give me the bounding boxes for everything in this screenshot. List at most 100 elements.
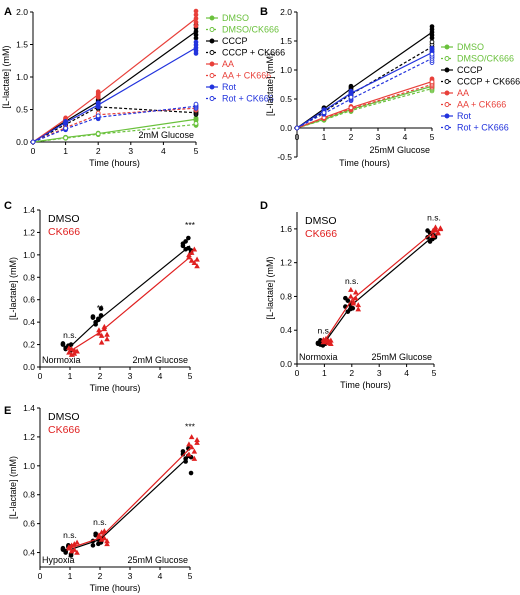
- y-tick-label: 1.0: [280, 65, 292, 75]
- x-tick-label: 0: [295, 368, 300, 378]
- y-tick-label: 1.4: [23, 403, 35, 413]
- legend-label: CK666: [305, 228, 337, 240]
- x-axis-label: Time (hours): [340, 380, 391, 390]
- data-point: [186, 441, 192, 447]
- panel-B: B 0 1 2 3 4 5 -0.5 0.0 0.5 1.0 1.5 2.0 Time (hours) [L…: [260, 6, 520, 168]
- data-point: [66, 545, 72, 551]
- data-point: [93, 531, 98, 537]
- x-tick-label: 2: [98, 371, 103, 381]
- y-tick-label: 0.4: [23, 317, 35, 327]
- y-tick-label: 1.2: [23, 432, 35, 442]
- data-point: [74, 539, 80, 545]
- series-line: [296, 85, 433, 129]
- data-point: [90, 315, 96, 320]
- x-axis-label: Time (hours): [89, 158, 140, 168]
- x-axis-label: Time (hours): [90, 383, 141, 393]
- condition-annotation: Normoxia: [299, 352, 338, 362]
- legend-label: DMSO/CK666: [222, 25, 279, 35]
- series-mean-line: [69, 245, 191, 348]
- y-tick-label: -0.5: [277, 152, 292, 162]
- series-line: [32, 47, 197, 143]
- data-point: [437, 225, 444, 231]
- legend-label: CCCP + CK666: [457, 77, 520, 87]
- data-point: [60, 341, 66, 346]
- series-line: [296, 31, 433, 129]
- x-tick-label: 1: [322, 368, 327, 378]
- y-tick-label: 1.0: [23, 461, 35, 471]
- data-point: [68, 351, 75, 357]
- panel-letter-E: E: [4, 405, 11, 417]
- glucose-annotation: 25mM Glucose: [369, 145, 430, 155]
- data-point: [343, 295, 348, 301]
- legend-swatch-marker: [444, 113, 450, 119]
- panel-letter-B: B: [260, 6, 268, 18]
- y-tick-label: 0.4: [280, 325, 292, 335]
- glucose-annotation: 25mM Glucose: [127, 555, 188, 565]
- data-point: [66, 345, 72, 351]
- legend-label: Rot: [222, 82, 237, 92]
- x-tick-label: 4: [403, 132, 408, 142]
- data-point: [71, 541, 78, 547]
- data-point: [96, 316, 101, 322]
- data-point: [98, 529, 105, 535]
- data-point: [429, 79, 435, 85]
- data-point: [96, 327, 102, 333]
- y-tick-label: 0.0: [23, 362, 35, 372]
- y-tick-label: 1.0: [16, 72, 28, 82]
- y-tick-label: 0.4: [23, 548, 35, 558]
- series-line: [32, 106, 197, 143]
- x-tick-label: 1: [68, 571, 73, 581]
- data-point: [60, 545, 66, 551]
- data-point: [96, 330, 102, 336]
- data-point: [355, 302, 362, 308]
- x-tick-label: 2: [96, 146, 101, 156]
- data-point: [101, 326, 108, 332]
- data-point: [194, 439, 200, 445]
- data-point: [98, 332, 105, 338]
- data-point: [348, 88, 354, 94]
- x-tick-label: 2: [349, 368, 354, 378]
- series-mean-line: [323, 230, 435, 342]
- legend-label: DMSO: [48, 411, 80, 423]
- series-line: [32, 105, 197, 143]
- legend-label: CK666: [48, 226, 80, 238]
- y-axis-label: [L-lactate] (mM): [265, 53, 275, 116]
- x-tick-label: 3: [128, 146, 133, 156]
- x-axis-label: Time (hours): [339, 158, 390, 168]
- legend-swatch-marker: [444, 79, 450, 84]
- y-tick-label: 0.8: [23, 272, 35, 282]
- legend-label: DMSO: [305, 215, 337, 227]
- data-point: [68, 548, 75, 554]
- data-point: [193, 121, 199, 126]
- x-tick-label: 3: [376, 132, 381, 142]
- series-line: [296, 57, 433, 129]
- y-axis-label: [L-lactate] (mM): [1, 45, 11, 108]
- x-tick-label: 5: [430, 132, 435, 142]
- data-point: [63, 125, 68, 131]
- y-tick-label: 1.5: [280, 36, 292, 46]
- x-tick-label: 4: [158, 571, 163, 581]
- series-mean-line: [69, 448, 191, 549]
- data-point: [355, 306, 362, 312]
- legend-label: AA: [457, 88, 469, 98]
- data-point: [101, 528, 108, 534]
- legend-label: DMSO: [222, 13, 249, 23]
- legend-label: Rot + CK666: [222, 94, 274, 104]
- data-point: [432, 224, 439, 230]
- data-point: [30, 139, 36, 145]
- legend-swatch-marker: [209, 73, 215, 78]
- x-tick-label: 0: [31, 146, 36, 156]
- series-line: [296, 87, 433, 129]
- data-point: [104, 331, 110, 337]
- legend-label: AA + CK666: [222, 71, 271, 81]
- legend-label: DMSO/CK666: [457, 54, 514, 64]
- x-tick-label: 4: [158, 371, 163, 381]
- y-tick-label: 0.2: [23, 340, 35, 350]
- significance-label: ***: [185, 220, 196, 230]
- data-point: [191, 455, 198, 461]
- significance-label: n.s.: [93, 517, 107, 527]
- series-line: [32, 123, 197, 143]
- data-point: [68, 342, 74, 347]
- significance-label: n.s.: [63, 530, 77, 540]
- data-point: [294, 125, 300, 131]
